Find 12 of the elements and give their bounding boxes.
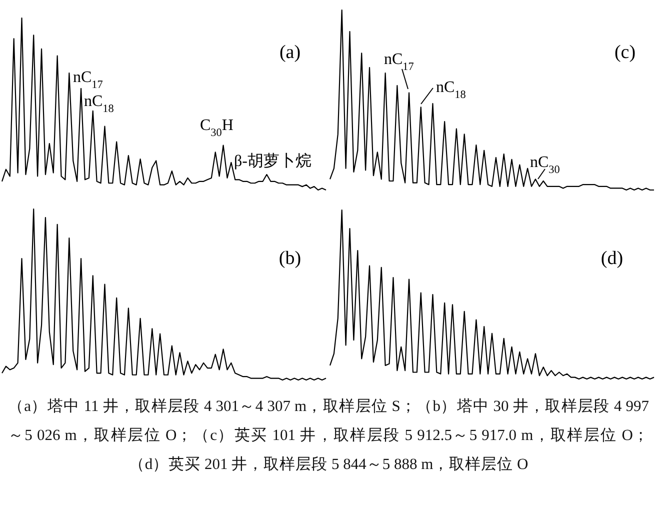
annotation: nC$_{17}$ xyxy=(73,69,104,91)
annotation: nC$_{30}$ xyxy=(530,154,560,176)
text: （a）塔中 11 井，取样层段 4 301～4 307 m，取样层位 S；（b）塔中 30 井，取样层段 4 997～5 026 m，取样层位 O；（c）英买 101 井，取样层段 5 912.5～5 917.0 m，取样层位 O；（d）英买 201 井，取样层段 5 844～5 888 m，取样层位 O xyxy=(8,397,649,475)
text: (a) xyxy=(279,42,301,63)
annotation: nC$_{18}$ xyxy=(84,93,114,115)
annotation: nC$_{17}$ xyxy=(384,51,414,73)
text: (b) xyxy=(278,248,302,269)
text: (c) xyxy=(614,42,636,63)
annotation: C$_{30}$H xyxy=(200,117,234,139)
text: (d) xyxy=(600,248,624,269)
annotation: β-胡萝卜烷 xyxy=(234,152,312,170)
annotation: nC$_{18}$ xyxy=(436,79,466,101)
